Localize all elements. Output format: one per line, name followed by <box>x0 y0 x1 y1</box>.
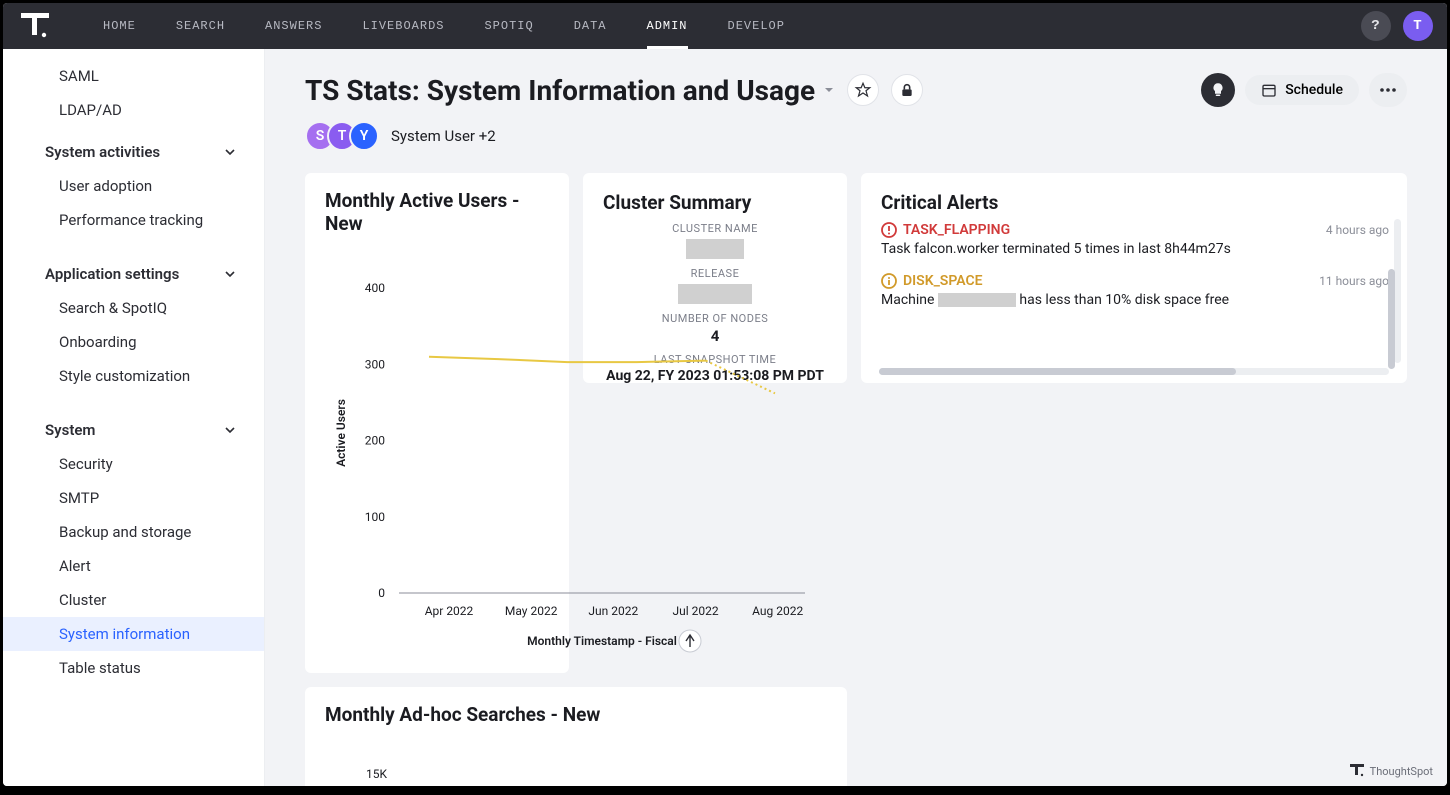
svg-text:Aug 2022: Aug 2022 <box>752 604 803 618</box>
sidebar-item-search-spotiq[interactable]: Search & SpotIQ <box>3 291 264 325</box>
card-title: Monthly Active Users - New <box>325 189 549 235</box>
svg-text:Active Users: Active Users <box>334 399 348 467</box>
users-row: S T Y System User +2 <box>305 121 1407 151</box>
alert-name: TASK_FLAPPING <box>903 222 1010 238</box>
scrollbar-track[interactable] <box>1394 219 1401 363</box>
favorite-button[interactable] <box>847 74 879 106</box>
sidebar-item-cluster[interactable]: Cluster <box>3 583 264 617</box>
nav-develop[interactable]: DEVELOP <box>728 4 785 49</box>
schedule-label: Schedule <box>1285 82 1343 98</box>
page-title[interactable]: TS Stats: System Information and Usage <box>305 74 835 107</box>
star-icon <box>854 81 872 99</box>
search-chart: 5K10K15KAd-hoc Search <box>325 734 825 786</box>
svg-text:300: 300 <box>365 357 385 371</box>
brand-footer: ThoughtSpot <box>1350 764 1433 778</box>
calendar-icon <box>1261 82 1277 98</box>
users-label: System User +2 <box>391 127 496 145</box>
chevron-down-icon <box>224 268 236 280</box>
mau-chart-card: Monthly Active Users - New 100 200 300 400 0… <box>305 173 569 673</box>
alert-body: Machine has less than 10% disk space fre… <box>881 291 1389 310</box>
redacted-value <box>938 293 1016 307</box>
nav-admin[interactable]: ADMIN <box>647 4 688 49</box>
svg-text:Jul 2022: Jul 2022 <box>672 604 718 618</box>
alert-time: 11 hours ago <box>1319 274 1389 288</box>
alert-item: TASK_FLAPPING 4 hours ago Task falcon.wo… <box>881 222 1397 259</box>
sidebar-item-saml[interactable]: SAML <box>3 59 264 93</box>
schedule-button[interactable]: Schedule <box>1245 75 1359 105</box>
page-header: TS Stats: System Information and Usage <box>305 73 1407 107</box>
search-chart-card: Monthly Ad-hoc Searches - New 5K10K15KAd… <box>305 687 847 786</box>
alert-body: Task falcon.worker terminated 5 times in… <box>881 240 1389 259</box>
svg-text:May 2022: May 2022 <box>505 604 558 618</box>
svg-text:200: 200 <box>365 434 385 448</box>
svg-text:0: 0 <box>378 586 385 600</box>
sidebar-item-style[interactable]: Style customization <box>3 359 264 393</box>
sidebar-item-table-status[interactable]: Table status <box>3 651 264 685</box>
page-title-text: TS Stats: System Information and Usage <box>305 74 815 107</box>
more-button[interactable] <box>1369 73 1407 107</box>
svg-text:100: 100 <box>365 510 385 524</box>
mau-chart: 100 200 300 400 0 Apr 2022 May 2022 Jun 2022 Jul… <box>325 243 825 663</box>
sidebar-section-label: Application settings <box>45 265 179 283</box>
alert-warning-icon <box>881 273 897 289</box>
lock-icon <box>899 82 915 98</box>
top-nav: HOME SEARCH ANSWERS LIVEBOARDS SPOTIQ DA… <box>3 3 1447 49</box>
nav-answers[interactable]: ANSWERS <box>265 4 322 49</box>
sidebar-section-app-settings[interactable]: Application settings <box>3 249 264 291</box>
hscrollbar-track[interactable] <box>879 368 1389 375</box>
svg-text:15K: 15K <box>366 767 387 781</box>
alert-critical-icon <box>881 222 897 238</box>
svg-text:Monthly Timestamp - Fiscal: Monthly Timestamp - Fiscal <box>527 634 677 648</box>
user-badge: Y <box>349 121 379 151</box>
chevron-down-icon <box>224 146 236 158</box>
nav-spotiq[interactable]: SPOTIQ <box>484 4 533 49</box>
sidebar: SAML LDAP/AD System activities User adop… <box>3 49 265 786</box>
logo-icon[interactable] <box>17 11 53 41</box>
sidebar-section-label: System activities <box>45 143 160 161</box>
card-title: Cluster Summary <box>603 191 827 214</box>
help-button[interactable]: ? <box>1361 11 1391 41</box>
lightbulb-button[interactable] <box>1201 73 1235 107</box>
nav-links: HOME SEARCH ANSWERS LIVEBOARDS SPOTIQ DA… <box>103 4 785 49</box>
dots-icon <box>1379 87 1397 93</box>
scrollbar-thumb[interactable] <box>1388 269 1395 369</box>
sidebar-item-onboarding[interactable]: Onboarding <box>3 325 264 359</box>
svg-text:Jun 2022: Jun 2022 <box>588 604 638 618</box>
sidebar-section-label: System <box>45 421 95 439</box>
sidebar-section-system[interactable]: System <box>3 405 264 447</box>
sidebar-section-activities[interactable]: System activities <box>3 127 264 169</box>
sidebar-item-security[interactable]: Security <box>3 447 264 481</box>
critical-alerts-card: Critical Alerts TASK_FLAPPING 4 hours ag… <box>861 173 1407 383</box>
svg-text:400: 400 <box>365 281 385 295</box>
card-title: Monthly Ad-hoc Searches - New <box>325 703 827 726</box>
sidebar-item-smtp[interactable]: SMTP <box>3 481 264 515</box>
caret-down-icon <box>823 84 835 96</box>
alert-time: 4 hours ago <box>1326 223 1389 237</box>
sidebar-item-user-adoption[interactable]: User adoption <box>3 169 264 203</box>
sidebar-item-backup[interactable]: Backup and storage <box>3 515 264 549</box>
sidebar-item-ldap[interactable]: LDAP/AD <box>3 93 264 127</box>
sidebar-item-system-info[interactable]: System information <box>3 617 264 651</box>
nav-data[interactable]: DATA <box>574 4 607 49</box>
alert-item: DISK_SPACE 11 hours ago Machine has less… <box>881 273 1397 310</box>
sidebar-item-perf-tracking[interactable]: Performance tracking <box>3 203 264 237</box>
main-content: TS Stats: System Information and Usage <box>265 49 1447 786</box>
user-avatar[interactable]: T <box>1403 11 1433 41</box>
sidebar-item-alert[interactable]: Alert <box>3 549 264 583</box>
card-title: Critical Alerts <box>881 191 1397 214</box>
nav-liveboards[interactable]: LIVEBOARDS <box>362 4 444 49</box>
lightbulb-icon <box>1209 81 1227 99</box>
lock-button[interactable] <box>891 74 923 106</box>
chevron-down-icon <box>224 424 236 436</box>
svg-text:Apr 2022: Apr 2022 <box>425 604 474 618</box>
nav-search[interactable]: SEARCH <box>176 4 225 49</box>
thoughtspot-icon <box>1350 764 1364 778</box>
alert-name: DISK_SPACE <box>903 273 983 289</box>
hscrollbar-thumb[interactable] <box>879 368 1236 375</box>
brand-label: ThoughtSpot <box>1370 765 1433 778</box>
cluster-name-label: CLUSTER NAME <box>603 222 827 235</box>
user-badges[interactable]: S T Y <box>305 121 379 151</box>
nav-home[interactable]: HOME <box>103 4 136 49</box>
